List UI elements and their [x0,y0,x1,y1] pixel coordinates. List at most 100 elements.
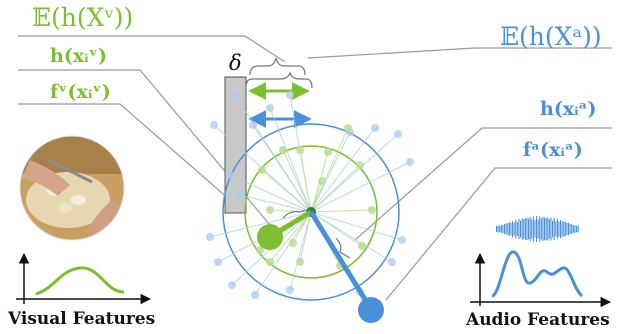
sample-ray [299,211,312,263]
audio-feature-label: fᵃ(xᵢᵃ) [523,139,583,161]
waveform-bar [574,225,576,233]
waveform-bar [577,225,579,233]
sample-ray [310,131,351,213]
sample-point [324,148,332,156]
sample-ray [310,211,363,247]
sample-ray [310,209,373,213]
audio-features-caption: Audio Features [466,310,610,330]
sample-ray [261,169,312,213]
waveform-bar [556,218,558,240]
audio-expectation-circle [222,123,400,301]
sample-ray [254,211,312,296]
waveform-bar [499,225,501,233]
waveform-bar [547,217,549,241]
visual-expectation-circle [244,145,378,279]
sample-point [296,146,304,154]
sample-point [286,91,294,99]
sample-ray [252,124,312,213]
waveform-bar [500,225,502,233]
waveform-bar [529,216,531,242]
audio-embedding-label: h(xᵢᵃ) [540,98,597,120]
sample-point [228,281,236,289]
waveform-bar [528,218,530,240]
sample-ray [310,127,376,213]
sample-ray [310,127,349,213]
visual-feature-label: fᵛ(xᵢᵛ) [50,81,111,103]
waveform-bar [560,220,562,238]
waveform-bar [520,220,522,238]
waveform-bar [545,217,547,241]
waveform-bar [502,224,504,234]
waveform-bar [571,223,573,235]
waveform-bar [507,223,509,235]
sample-ray [310,211,403,241]
sample-point [266,104,274,112]
sample-ray [299,149,312,213]
waveform-bar [523,219,525,239]
sample-point [296,258,304,266]
visual-embedding-label: h(xᵢᵛ) [50,45,107,67]
waveform-icon [496,216,579,242]
waveform-bar [531,219,533,239]
audio-features-plot [470,250,612,308]
sample-point [206,233,214,241]
visual-angle-brace [282,209,306,219]
sample-point [258,166,266,174]
sample-ray [310,164,361,213]
audio-embedding-vector [308,210,374,311]
sample-point [406,158,414,166]
sample-ray [292,211,312,244]
waveform-bar [536,216,538,242]
waveform-bar [552,220,554,238]
waveform-bar [537,219,539,239]
waveform-bar [510,222,512,236]
waveform-bar [532,216,534,242]
sample-point [318,177,326,185]
sample-ray [209,211,312,238]
waveform-bar [512,220,514,238]
sample-ray [269,209,312,213]
sample-ray [269,107,312,213]
sample-point [371,124,379,132]
sample-point [388,258,396,266]
sample-point [226,171,234,179]
sample-point [256,246,264,254]
visual-sample-rays [256,124,376,270]
waveform-bar [516,221,518,237]
sample-point [286,286,294,294]
waveform-bar [521,218,523,240]
sample-point [368,206,376,214]
waveform-bar [569,224,571,234]
waveform-bar [542,216,544,242]
sample-point [398,236,406,244]
waveform-bar [555,221,557,237]
sample-ray [229,174,312,213]
waveform-bar [496,226,498,232]
waveform-bar [518,218,520,240]
waveform-bar [558,221,560,237]
visual-features-plot [16,252,152,305]
audio-expectation-label: 𝔼(h(Xᵃ)) [500,22,602,51]
leader-lines-right [307,47,612,301]
sample-point [231,91,239,99]
delta-bar [224,76,247,214]
waveform-bar [497,225,499,233]
waveform-bar [548,219,550,239]
sample-ray [282,149,312,213]
sample-point [266,258,274,266]
waveform-bar [550,217,552,241]
sample-point [210,121,218,129]
waveform-bar [566,222,568,236]
waveform-bar [568,222,570,236]
sample-ray [310,211,393,263]
sample-point [289,239,297,247]
waveform-bar [515,219,517,239]
waveform-bar [513,222,515,236]
sample-ray [310,161,411,213]
audio-embedding-point [358,297,384,323]
cooking-video-thumbnail [20,136,124,240]
waveform-bar [563,221,565,237]
waveform-bar [524,218,526,240]
waveform-bar [505,223,507,235]
